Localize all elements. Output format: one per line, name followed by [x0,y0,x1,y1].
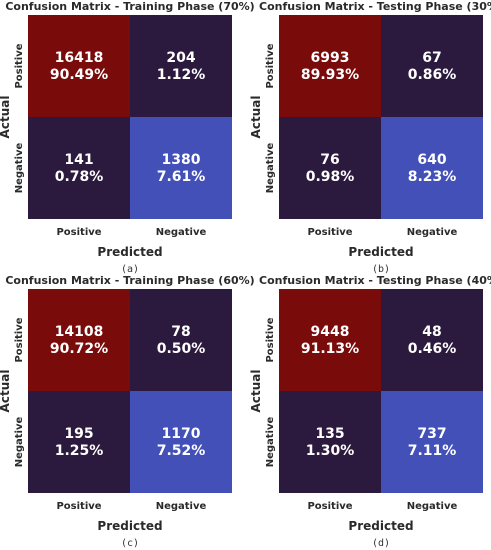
matrix-cell [381,15,483,117]
cell-percentage: 0.46% [408,341,457,357]
cell-percentage: 90.72% [50,341,108,357]
panel-title: Confusion Matrix - Training Phase (60%) [5,274,254,287]
confusion-matrix-panel: Confusion Matrix - Testing Phase (30%) 69… [249,0,491,275]
cell-percentage: 0.78% [55,169,104,185]
cell-percentage: 90.49% [50,67,108,83]
cell-percentage: 91.13% [301,341,359,357]
x-tick-label: Positive [307,501,352,512]
x-axis-label: Predicted [348,245,413,259]
y-tick-label: Positive [14,43,25,88]
matrix-cell [279,117,381,219]
x-tick-label: Negative [407,501,458,512]
x-axis-label: Predicted [97,519,162,533]
x-tick-label: Positive [56,227,101,238]
cell-count: 737 [417,426,446,442]
cell-count: 135 [315,426,344,442]
y-axis-label: Actual [0,96,12,139]
y-axis-label: Actual [249,96,263,139]
cell-count: 78 [171,324,190,340]
y-axis-label: Actual [0,370,12,413]
cell-percentage: 0.98% [306,169,355,185]
y-tick-label: Negative [265,417,276,468]
cell-percentage: 0.50% [157,341,206,357]
x-tick-label: Negative [156,227,207,238]
cell-percentage: 1.12% [157,67,206,83]
cell-count: 204 [166,50,195,66]
x-tick-label: Negative [156,501,207,512]
confusion-matrix-panel: Confusion Matrix - Training Phase (60%) 1… [0,274,255,549]
matrix-cell [130,289,232,391]
panel-caption: (b) [372,264,390,275]
panel-title: Confusion Matrix - Testing Phase (40%) [259,274,491,287]
matrix-cell [130,117,232,219]
matrix-cell [130,15,232,117]
x-axis-label: Predicted [97,245,162,259]
cell-percentage: 0.86% [408,67,457,83]
x-tick-label: Positive [56,501,101,512]
cell-count: 48 [422,324,441,340]
matrix-cell [28,15,130,117]
confusion-matrix-panel: Confusion Matrix - Training Phase (70%) 1… [0,0,255,275]
matrix-cell [381,391,483,493]
matrix-cell [28,117,130,219]
y-axis-label: Actual [249,370,263,413]
panel-caption: (d) [372,538,390,549]
y-tick-label: Negative [14,143,25,194]
cell-count: 195 [64,426,93,442]
matrix-cell [381,289,483,391]
y-tick-label: Positive [14,317,25,362]
panel-title: Confusion Matrix - Testing Phase (30%) [259,0,491,13]
cell-percentage: 7.61% [157,169,206,185]
cell-count: 6993 [311,50,350,66]
cell-count: 16418 [55,50,104,66]
cell-count: 1380 [162,152,201,168]
cell-count: 1170 [162,426,201,442]
cell-percentage: 89.93% [301,67,359,83]
matrix-cell [279,391,381,493]
cell-count: 67 [422,50,441,66]
cell-count: 76 [320,152,339,168]
confusion-matrix-panel: Confusion Matrix - Testing Phase (40%) 94… [249,274,491,549]
matrix-cell [130,391,232,493]
cell-count: 141 [64,152,93,168]
y-tick-label: Negative [14,417,25,468]
matrix-cell [279,289,381,391]
cell-count: 14108 [55,324,104,340]
cell-percentage: 7.11% [408,443,457,459]
cell-count: 640 [417,152,446,168]
panel-caption: (c) [121,538,139,549]
panel-caption: (a) [121,264,139,275]
cell-count: 9448 [311,324,350,340]
cell-percentage: 7.52% [157,443,206,459]
matrix-cell [279,15,381,117]
matrix-cell [28,391,130,493]
x-axis-label: Predicted [348,519,413,533]
y-tick-label: Negative [265,143,276,194]
matrix-cell [381,117,483,219]
y-tick-label: Positive [265,317,276,362]
panel-title: Confusion Matrix - Training Phase (70%) [5,0,254,13]
y-tick-label: Positive [265,43,276,88]
cell-percentage: 1.30% [306,443,355,459]
matrix-cell [28,289,130,391]
cell-percentage: 8.23% [408,169,457,185]
x-tick-label: Negative [407,227,458,238]
x-tick-label: Positive [307,227,352,238]
cell-percentage: 1.25% [55,443,104,459]
